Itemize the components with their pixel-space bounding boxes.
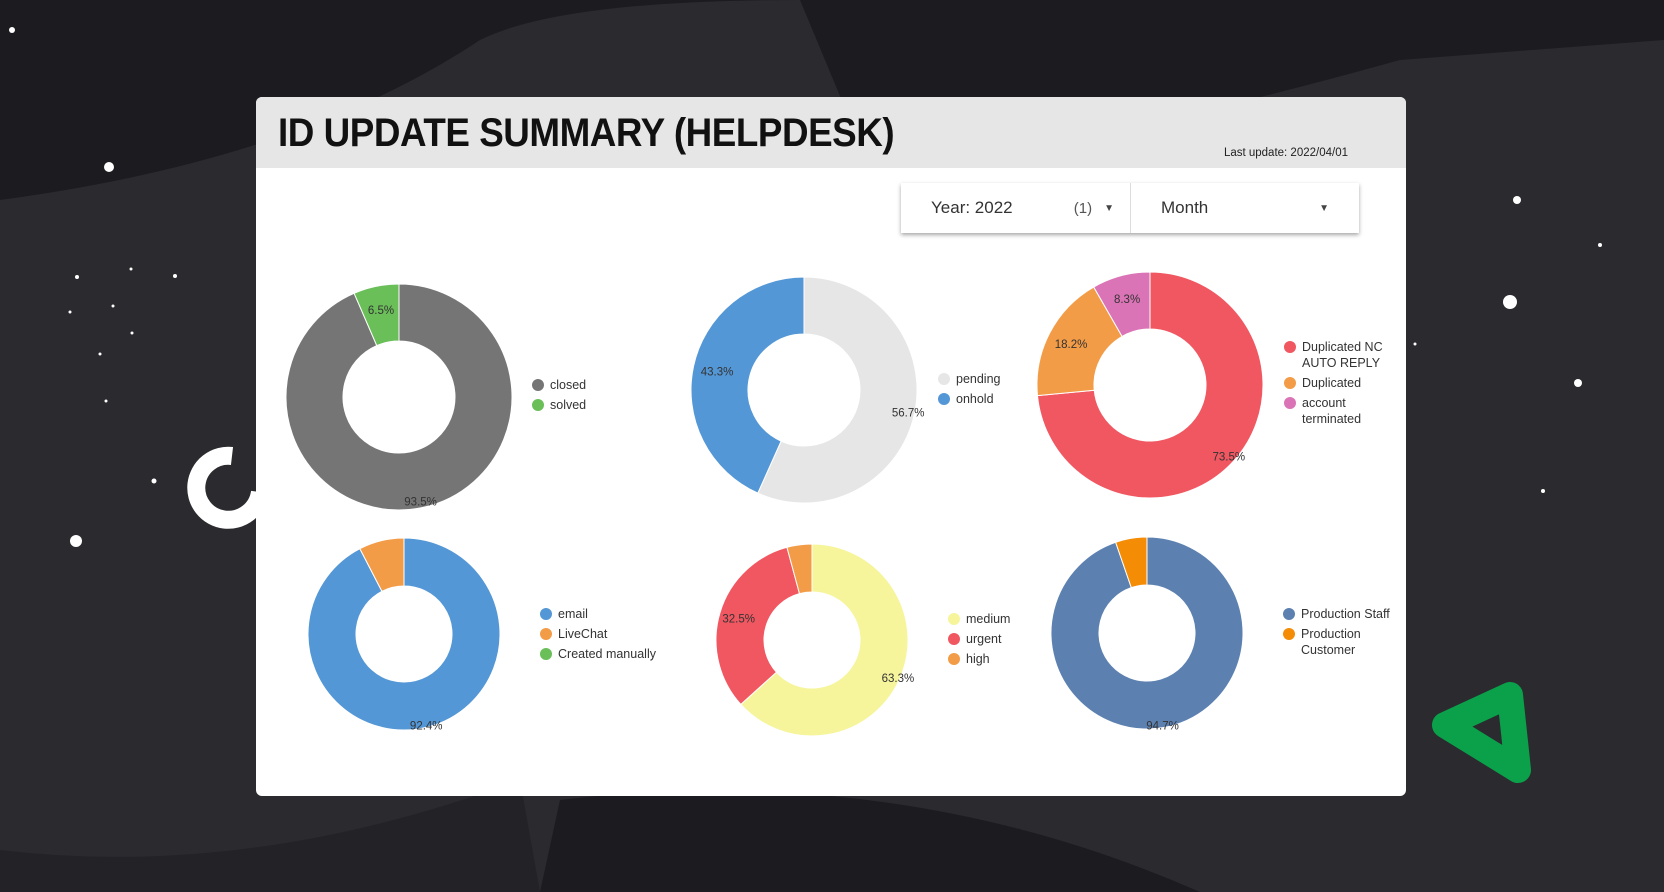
legend-label: solved xyxy=(550,398,587,412)
donut-chart-4: 92.4% xyxy=(307,537,501,732)
legend-swatch xyxy=(532,399,544,411)
header: ID UPDATE SUMMARY (HELPDESK) Last update… xyxy=(256,97,1406,168)
donut-slice[interactable] xyxy=(307,537,501,731)
chart-legend: pending onhold xyxy=(938,371,1056,411)
chart-legend: Production Staff Production Customer xyxy=(1283,606,1401,662)
legend-label: LiveChat xyxy=(558,627,608,641)
donut-slice[interactable] xyxy=(1036,271,1264,499)
legend-swatch xyxy=(1284,397,1296,409)
legend-label: Created manually xyxy=(558,647,656,661)
legend-swatch xyxy=(948,633,960,645)
slice-value-label: 73.5% xyxy=(1212,452,1245,464)
donut-chart-5: 63.3% 32.5% xyxy=(715,543,915,737)
legend-swatch xyxy=(532,379,544,391)
donut-charts: 93.5% 6.5% 56.7% 43.3% 73.5% 18.2% 8.3% 92.4% 63… xyxy=(285,271,1264,737)
legend-item[interactable]: Duplicated xyxy=(1284,375,1402,391)
filter-bar: Year: 2022 (1) ▼ Month ▼ xyxy=(901,183,1359,233)
legend-swatch xyxy=(938,393,950,405)
slice-value-label: 8.3% xyxy=(1114,294,1140,306)
last-update: Last update: 2022/04/01 xyxy=(1223,147,1348,159)
dashboard-card: ID UPDATE SUMMARY (HELPDESK) Last update… xyxy=(256,97,1406,796)
donut-slice[interactable] xyxy=(757,276,918,504)
legend-item[interactable]: LiveChat xyxy=(540,626,658,642)
legend-item[interactable]: Production Customer xyxy=(1283,626,1401,658)
legend-item[interactable]: high xyxy=(948,651,1066,667)
legend-label: Duplicated xyxy=(1302,376,1362,390)
month-filter-label: Month xyxy=(1161,198,1209,217)
legend-label: Production Customer xyxy=(1301,627,1361,657)
slice-value-label: 92.4% xyxy=(410,720,443,732)
slice-value-label: 56.7% xyxy=(892,407,925,419)
donut-slice[interactable] xyxy=(690,276,805,494)
green-triangle-logo xyxy=(1432,682,1531,783)
legend-label: Duplicated NC AUTO REPLY xyxy=(1302,340,1383,370)
year-filter-count: (1) xyxy=(1073,199,1093,217)
year-filter-label: Year: 2022 xyxy=(931,198,1013,217)
legend-item[interactable]: onhold xyxy=(938,391,1056,407)
legend-label: closed xyxy=(550,378,587,392)
donut-slice[interactable] xyxy=(1114,536,1148,589)
legend-item[interactable]: solved xyxy=(532,397,650,413)
legend-swatch xyxy=(1284,377,1296,389)
legend-label: email xyxy=(558,607,588,621)
donut-slice[interactable] xyxy=(285,283,513,511)
legend-item[interactable]: email xyxy=(540,606,658,622)
donut-slice[interactable] xyxy=(715,546,801,706)
slice-value-label: 43.3% xyxy=(701,366,734,378)
legend-swatch xyxy=(540,628,552,640)
chart-legend: Duplicated NC AUTO REPLY Duplicated accoun… xyxy=(1284,339,1402,431)
chart-legend: closed solved xyxy=(532,377,650,417)
donut-slice[interactable] xyxy=(1093,271,1151,338)
legend-label: account terminated xyxy=(1302,396,1362,426)
legend-swatch xyxy=(540,608,552,620)
donut-chart-2: 56.7% 43.3% xyxy=(690,276,925,504)
legend-label: medium xyxy=(966,612,1011,626)
slice-value-label: 6.5% xyxy=(368,305,394,317)
legend-item[interactable]: account terminated xyxy=(1284,395,1402,427)
donut-slice[interactable] xyxy=(353,283,400,347)
slice-value-label: 93.5% xyxy=(404,496,437,508)
donut-chart-1: 93.5% 6.5% xyxy=(285,283,513,511)
legend-label: onhold xyxy=(956,392,994,406)
month-filter-dropdown[interactable]: Month ▼ xyxy=(1131,183,1359,233)
legend-swatch xyxy=(1283,628,1295,640)
legend-item[interactable]: pending xyxy=(938,371,1056,387)
legend-swatch xyxy=(1283,608,1295,620)
slice-value-label: 32.5% xyxy=(722,613,755,625)
legend-item[interactable]: medium xyxy=(948,611,1066,627)
donut-slice[interactable] xyxy=(786,543,813,595)
legend-item[interactable]: Production Staff xyxy=(1283,606,1401,622)
legend-item[interactable]: closed xyxy=(532,377,650,393)
legend-label: high xyxy=(966,652,990,666)
donut-slice[interactable] xyxy=(359,537,405,593)
legend-swatch xyxy=(540,648,552,660)
slice-value-label: 94.7% xyxy=(1146,721,1179,733)
legend-item[interactable]: Created manually xyxy=(540,646,658,662)
donut-chart-6: 94.7% xyxy=(1050,536,1244,733)
legend-swatch xyxy=(948,613,960,625)
page-title: ID UPDATE SUMMARY (HELPDESK) xyxy=(278,111,895,155)
chart-legend: email LiveChat Created manually xyxy=(540,606,658,666)
slice-value-label: 63.3% xyxy=(882,673,915,685)
caret-down-icon: ▼ xyxy=(1104,202,1114,214)
legend-item[interactable]: Duplicated NC AUTO REPLY xyxy=(1284,339,1402,371)
donut-chart-3: 73.5% 18.2% 8.3% xyxy=(1036,271,1264,499)
donut-slice[interactable] xyxy=(1050,536,1244,730)
legend-swatch xyxy=(1284,341,1296,353)
caret-down-icon: ▼ xyxy=(1319,202,1329,214)
slice-value-label: 18.2% xyxy=(1055,339,1088,351)
legend-label: Production Staff xyxy=(1301,607,1390,621)
ring-shape xyxy=(187,446,269,529)
legend-item[interactable]: urgent xyxy=(948,631,1066,647)
year-filter-dropdown[interactable]: Year: 2022 (1) ▼ xyxy=(901,183,1131,233)
legend-label: urgent xyxy=(966,632,1002,646)
legend-label: pending xyxy=(956,372,1001,386)
legend-swatch xyxy=(948,653,960,665)
chart-legend: medium urgent high xyxy=(948,611,1066,671)
legend-swatch xyxy=(938,373,950,385)
donut-slice[interactable] xyxy=(740,543,909,737)
